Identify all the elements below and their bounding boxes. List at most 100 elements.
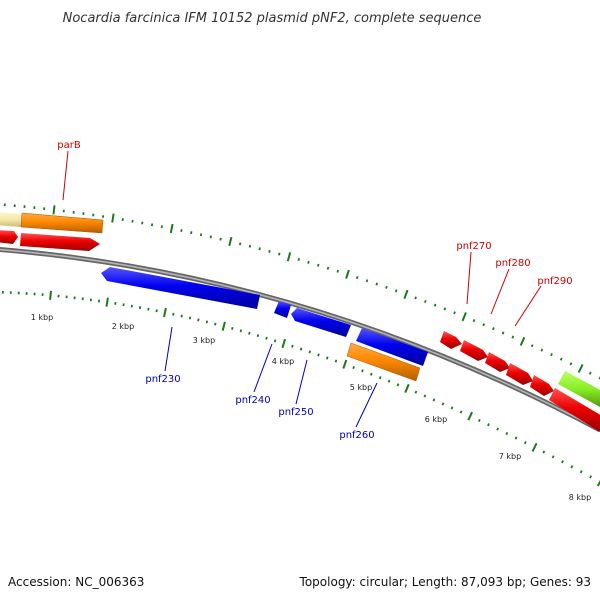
outer-minor-tick bbox=[569, 362, 573, 366]
inner-minor-tick bbox=[414, 390, 418, 394]
inner-major-tick bbox=[596, 479, 600, 487]
inner-minor-tick bbox=[432, 398, 436, 402]
map-title: Nocardia farcinica IFM 10152 plasmid pNF… bbox=[63, 11, 482, 26]
gene-blue-pnf260[interactable] bbox=[356, 328, 428, 366]
leader-pnf250 bbox=[295, 359, 308, 405]
gene-red-left-1[interactable] bbox=[0, 230, 18, 244]
label-pnf290[interactable]: pnf290 bbox=[537, 276, 572, 287]
outer-major-tick bbox=[169, 223, 174, 234]
gene-pale-yellow[interactable] bbox=[0, 212, 22, 227]
gene-labels: parB pnf270 pnf280 pnf290 pnf230 pnf240 … bbox=[57, 140, 572, 441]
gene-red-pnf270[interactable] bbox=[440, 331, 462, 349]
leader-parB bbox=[62, 150, 69, 201]
inner-minor-tick bbox=[214, 322, 217, 326]
inner-minor-tick bbox=[459, 410, 463, 414]
label-pnf260[interactable]: pnf260 bbox=[339, 430, 374, 441]
label-pnf230[interactable]: pnf230 bbox=[145, 374, 180, 385]
gene-orange-pnf260[interactable] bbox=[346, 342, 421, 382]
inner-minor-tick bbox=[180, 314, 183, 318]
outer-minor-tick bbox=[588, 371, 592, 375]
scale-label-4: 4 kbp bbox=[272, 357, 294, 366]
scale-labels: 1 kbp 2 kbp 3 kbp 4 kbp 5 kbp 6 kbp 7 kb… bbox=[31, 313, 591, 502]
inner-minor-tick bbox=[551, 455, 555, 459]
inner-major-tick bbox=[163, 307, 167, 318]
outer-major-tick bbox=[461, 312, 467, 322]
gene-red-6[interactable] bbox=[549, 388, 600, 432]
gene-blue-pnf250[interactable] bbox=[291, 308, 351, 337]
inner-major-tick bbox=[467, 411, 474, 421]
inner-minor-tick bbox=[423, 394, 427, 398]
gene-red-4[interactable] bbox=[506, 363, 533, 385]
inner-minor-tick bbox=[477, 418, 481, 422]
outer-minor-tick bbox=[209, 235, 212, 239]
outer-minor-tick bbox=[550, 353, 553, 357]
inner-minor-tick bbox=[231, 326, 234, 330]
leader-pnf280 bbox=[490, 268, 510, 315]
gene-red-pnf280[interactable] bbox=[460, 340, 488, 361]
leader-pnf290 bbox=[514, 285, 542, 327]
inner-major-tick bbox=[404, 383, 410, 393]
inner-minor-tick bbox=[291, 344, 294, 348]
gene-red-parB[interactable] bbox=[20, 233, 100, 251]
outer-minor-tick bbox=[365, 279, 369, 283]
inner-major-tick bbox=[49, 290, 52, 300]
outer-minor-tick bbox=[540, 348, 544, 352]
gene-lime[interactable] bbox=[558, 371, 600, 407]
outer-minor-tick bbox=[433, 303, 437, 307]
inner-minor-tick bbox=[396, 383, 400, 387]
label-parB[interactable]: parB bbox=[57, 140, 81, 151]
inner-minor-tick bbox=[523, 441, 527, 445]
outer-minor-tick bbox=[248, 244, 252, 248]
outer-major-tick bbox=[577, 363, 584, 373]
outer-minor-tick bbox=[278, 252, 281, 256]
inner-minor-tick bbox=[155, 309, 158, 313]
outer-major-tick bbox=[519, 336, 526, 346]
inner-major-tick bbox=[105, 297, 109, 307]
inner-minor-tick bbox=[487, 423, 490, 427]
label-pnf250[interactable]: pnf250 bbox=[278, 407, 313, 418]
scale-label-1: 1 kbp bbox=[31, 313, 53, 322]
outer-minor-tick bbox=[501, 331, 505, 335]
inner-minor-tick bbox=[308, 350, 312, 354]
leader-pnf240 bbox=[253, 343, 273, 393]
outer-major-tick bbox=[403, 289, 409, 299]
inner-minor-tick bbox=[197, 318, 200, 322]
gene-red-5[interactable] bbox=[530, 375, 554, 396]
label-pnf280[interactable]: pnf280 bbox=[495, 258, 530, 269]
accession-text: Accession: NC_006363 bbox=[8, 575, 144, 589]
outer-minor-tick bbox=[559, 357, 563, 361]
outer-minor-tick bbox=[414, 296, 417, 300]
inner-minor-tick bbox=[450, 406, 454, 410]
scale-label-5: 5 kbp bbox=[350, 383, 372, 392]
outer-minor-tick bbox=[317, 263, 320, 267]
inner-tick-ring bbox=[1, 290, 600, 487]
scale-label-7: 7 kbp bbox=[499, 452, 521, 461]
label-pnf240[interactable]: pnf240 bbox=[235, 395, 270, 406]
outer-minor-tick bbox=[160, 225, 163, 229]
inner-minor-tick bbox=[361, 369, 364, 373]
plasmid-backbone bbox=[0, 247, 600, 433]
label-pnf270[interactable]: pnf270 bbox=[456, 241, 491, 252]
inner-minor-tick bbox=[542, 450, 546, 454]
outer-minor-tick bbox=[199, 233, 203, 237]
inner-major-tick bbox=[221, 321, 226, 331]
gene-blue-pnf230[interactable] bbox=[101, 267, 260, 309]
gene-blue-pnf240[interactable] bbox=[274, 301, 291, 318]
gene-orange-outer[interactable] bbox=[20, 212, 104, 234]
inner-minor-tick bbox=[514, 436, 518, 440]
outer-major-tick bbox=[111, 213, 115, 223]
inner-minor-tick bbox=[378, 376, 382, 380]
inner-minor-tick bbox=[589, 475, 592, 479]
outer-minor-tick bbox=[443, 307, 447, 311]
inner-minor-tick bbox=[441, 402, 445, 406]
label-leader-lines bbox=[62, 150, 542, 428]
outer-minor-tick bbox=[326, 266, 330, 270]
outer-major-tick bbox=[52, 205, 56, 215]
inner-minor-tick bbox=[579, 470, 583, 474]
gene-red-pnf290[interactable] bbox=[485, 352, 510, 372]
inner-minor-tick bbox=[265, 336, 268, 340]
inner-minor-tick bbox=[299, 347, 303, 351]
scale-label-2: 2 kbp bbox=[112, 322, 134, 331]
outer-minor-tick bbox=[530, 344, 534, 348]
inner-major-tick bbox=[281, 338, 287, 349]
